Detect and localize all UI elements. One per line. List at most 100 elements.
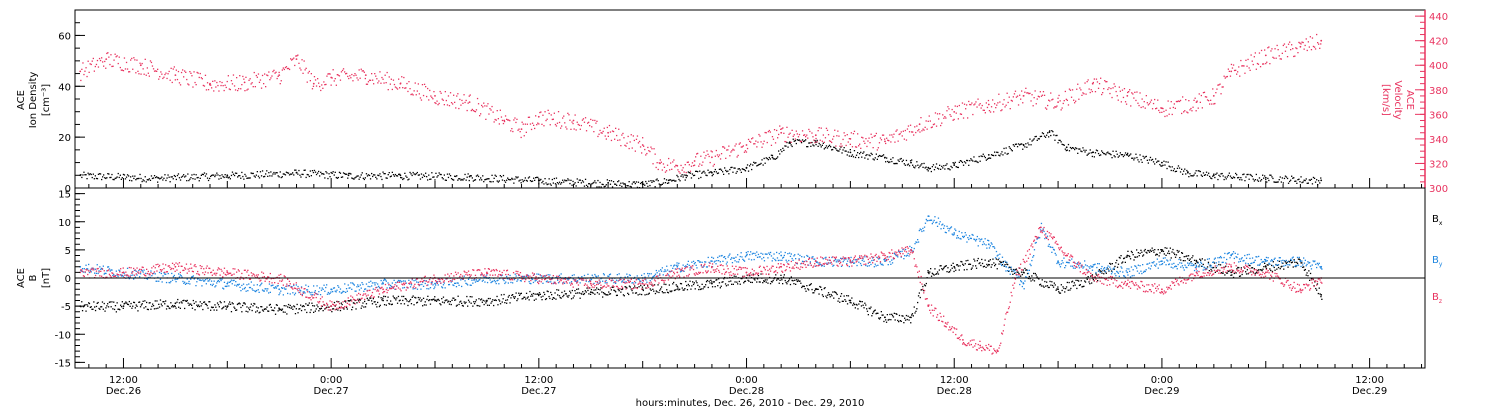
data-point <box>1126 256 1128 258</box>
data-point <box>84 174 86 176</box>
data-point <box>625 145 627 147</box>
data-point <box>257 175 260 177</box>
data-point <box>277 75 279 77</box>
data-point <box>508 178 510 181</box>
data-point <box>489 108 491 110</box>
data-point <box>607 135 609 137</box>
data-point <box>367 174 370 176</box>
data-point <box>697 152 699 155</box>
data-point <box>180 176 183 178</box>
data-point <box>285 171 288 173</box>
data-point <box>392 79 395 81</box>
data-point <box>256 76 258 78</box>
data-point <box>587 289 589 292</box>
data-point <box>835 148 837 150</box>
data-point <box>403 295 405 298</box>
data-point <box>1028 144 1030 146</box>
data-point <box>966 268 968 271</box>
data-point <box>912 164 914 166</box>
data-point <box>1297 179 1299 181</box>
data-point <box>631 282 633 284</box>
data-point <box>450 303 452 306</box>
data-point <box>417 281 419 283</box>
data-point <box>815 261 818 263</box>
data-point <box>608 180 611 182</box>
data-point <box>656 272 658 274</box>
data-point <box>853 262 856 264</box>
data-point <box>152 305 155 307</box>
data-point <box>978 262 980 265</box>
data-point <box>1211 270 1213 272</box>
data-point <box>389 83 391 85</box>
data-point <box>756 256 759 258</box>
data-point <box>761 258 763 260</box>
data-point <box>555 125 558 127</box>
data-point <box>248 283 250 285</box>
data-point <box>374 284 376 286</box>
data-point <box>763 280 765 282</box>
data-point <box>248 309 251 311</box>
data-point <box>437 298 439 300</box>
data-point <box>954 267 956 269</box>
data-point <box>182 280 184 283</box>
data-point <box>1273 266 1275 269</box>
data-point <box>1316 179 1318 181</box>
data-point <box>1057 97 1059 99</box>
data-point <box>415 297 417 299</box>
data-point <box>384 295 387 298</box>
data-point <box>191 174 193 176</box>
data-point <box>1217 178 1219 181</box>
data-point <box>155 176 157 179</box>
data-point <box>786 141 788 144</box>
data-point <box>258 312 260 314</box>
data-point <box>173 305 175 307</box>
data-point <box>1274 48 1276 50</box>
y-tick-label: 40 <box>58 82 71 93</box>
data-point <box>753 161 755 163</box>
data-point <box>472 305 474 307</box>
data-point <box>315 308 317 310</box>
data-point <box>120 306 123 308</box>
data-point <box>373 83 375 85</box>
data-point <box>788 141 791 144</box>
data-point <box>261 170 264 172</box>
data-point <box>963 161 966 163</box>
data-point <box>767 257 769 259</box>
data-point <box>385 304 387 306</box>
data-point <box>572 297 574 299</box>
velocity-ylabel-line1: ACE <box>1404 90 1415 110</box>
data-point <box>433 91 435 93</box>
data-point <box>533 124 535 126</box>
data-point <box>1224 176 1226 178</box>
data-point <box>849 151 852 154</box>
data-point <box>291 173 293 175</box>
data-point <box>1080 150 1082 152</box>
data-point <box>854 156 857 159</box>
data-point <box>691 261 693 263</box>
data-point <box>1316 289 1318 291</box>
data-point <box>285 305 287 307</box>
data-point <box>222 307 224 309</box>
data-point <box>230 311 233 313</box>
data-point <box>179 179 182 181</box>
data-point <box>392 295 394 297</box>
data-point <box>332 171 334 173</box>
data-point <box>333 301 336 304</box>
data-point <box>436 281 438 283</box>
data-point <box>1282 262 1284 264</box>
data-point <box>376 306 378 308</box>
data-point <box>496 280 498 282</box>
data-point <box>475 109 478 111</box>
data-point <box>702 266 704 268</box>
data-point <box>822 258 824 260</box>
data-point <box>89 173 91 175</box>
data-point <box>1028 93 1030 95</box>
data-point <box>893 133 895 135</box>
data-point <box>112 274 114 277</box>
data-point <box>699 170 701 172</box>
data-point <box>320 307 323 309</box>
data-point <box>636 275 638 277</box>
data-point <box>1151 247 1153 249</box>
data-point <box>177 70 180 73</box>
data-point <box>299 174 301 176</box>
